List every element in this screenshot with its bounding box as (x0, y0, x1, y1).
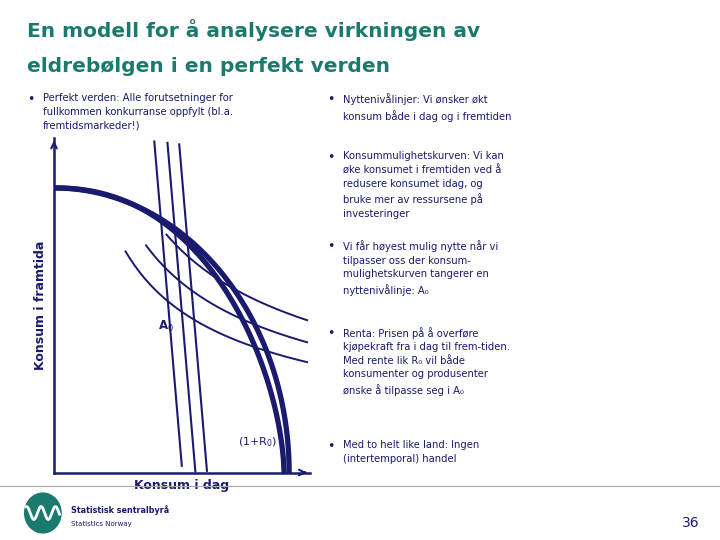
Text: Statistics Norway: Statistics Norway (71, 521, 131, 527)
Text: eldrebølgen i en perfekt verden: eldrebølgen i en perfekt verden (27, 57, 390, 76)
Text: •: • (328, 151, 335, 164)
Text: •: • (328, 93, 335, 106)
Text: •: • (328, 240, 335, 253)
Text: Perfekt verden: Alle forutsetninger for
fullkommen konkurranse oppfylt (bl.a.
fr: Perfekt verden: Alle forutsetninger for … (43, 93, 233, 131)
Text: •: • (328, 440, 335, 453)
Text: Med to helt like land: Ingen
(intertemporal) handel: Med to helt like land: Ingen (intertempo… (343, 440, 480, 464)
Text: En modell for å analysere virkningen av: En modell for å analysere virkningen av (27, 19, 480, 41)
Circle shape (24, 493, 61, 533)
X-axis label: Konsum i dag: Konsum i dag (134, 480, 230, 492)
Text: Konsummulighetskurven: Vi kan
øke konsumet i fremtiden ved å
redusere konsumet i: Konsummulighetskurven: Vi kan øke konsum… (343, 151, 504, 219)
Y-axis label: Konsum i framtida: Konsum i framtida (34, 240, 47, 370)
Text: •: • (328, 327, 335, 340)
Text: (1+R$_0$): (1+R$_0$) (238, 436, 277, 449)
Text: Vi får høyest mulig nytte når vi
tilpasser oss der konsum-
mulighetskurven tange: Vi får høyest mulig nytte når vi tilpass… (343, 240, 499, 296)
Text: A$_0$: A$_0$ (158, 319, 174, 334)
Text: •: • (27, 93, 35, 106)
Text: Statistisk sentralbyrå: Statistisk sentralbyrå (71, 505, 168, 515)
Text: Renta: Prisen på å overføre
kjøpekraft fra i dag til frem-tiden.
Med rente lik R: Renta: Prisen på å overføre kjøpekraft f… (343, 327, 510, 396)
Text: 36: 36 (683, 516, 700, 530)
Text: Nyttenivålinjer: Vi ønsker økt
konsum både i dag og i fremtiden: Nyttenivålinjer: Vi ønsker økt konsum bå… (343, 93, 512, 122)
